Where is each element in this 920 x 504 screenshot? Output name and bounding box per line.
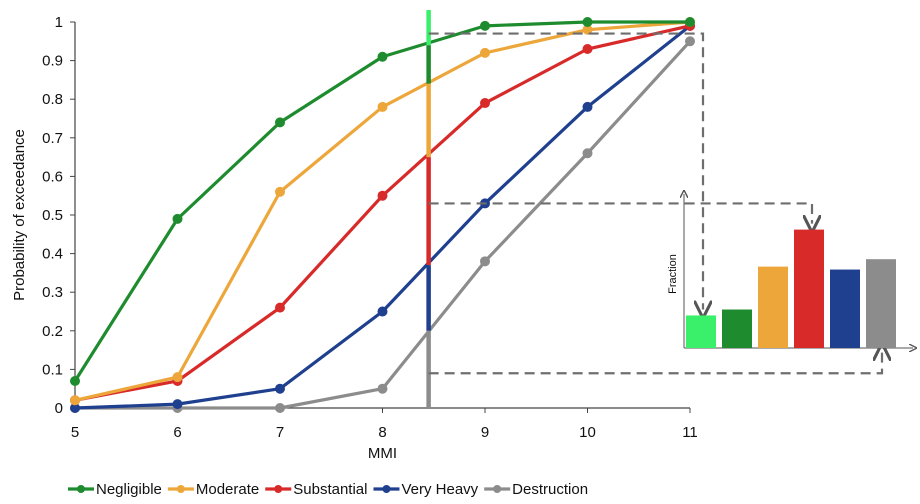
series-destruction	[70, 36, 695, 413]
data-point-negligible	[172, 213, 183, 224]
data-point-negligible	[275, 117, 285, 128]
y-tick-label: 0.8	[42, 91, 63, 108]
data-point-negligible	[582, 17, 593, 27]
legend-label-negligible: Negligible	[96, 481, 162, 498]
x-tick-label: 9	[481, 424, 489, 441]
y-axis-title: Probability of exceedance	[11, 129, 28, 301]
x-tick-label: 8	[378, 424, 386, 441]
legend-item-moderate: Moderate	[167, 481, 259, 498]
data-point-moderate	[582, 24, 593, 35]
data-point-destruction	[480, 256, 490, 267]
data-point-moderate	[172, 372, 183, 383]
legend-marker-negligible	[77, 485, 85, 493]
series-line-negligible	[73, 20, 690, 382]
inset-bar-chart: Fraction	[667, 194, 913, 348]
y-tick-label: 0.4	[42, 246, 63, 263]
series-line-very-heavy	[74, 24, 691, 410]
data-point-negligible	[480, 20, 490, 31]
legend-marker-substantial	[274, 485, 283, 493]
legend-item-negligible: Negligible	[68, 481, 162, 498]
data-point-substantial	[480, 98, 490, 109]
y-tick-label: 0.2	[42, 323, 63, 340]
data-point-very-heavy	[172, 399, 183, 410]
inset-bar	[722, 309, 752, 348]
connector-negligible	[428, 32, 703, 310]
series-negligible	[70, 17, 695, 386]
series-line-moderate	[74, 20, 691, 402]
y-tick-label: 0.1	[42, 361, 63, 378]
data-point-destruction	[582, 148, 593, 159]
data-point-very-heavy	[377, 306, 388, 317]
y-tick-label: 0	[55, 400, 63, 417]
y-tick-label: 1	[55, 14, 63, 31]
inset-bar	[758, 266, 788, 348]
connector-destruction	[428, 352, 882, 375]
inset-bar	[830, 269, 860, 348]
legend-label-destruction: Destruction	[512, 481, 588, 498]
y-tick-label: 0.9	[42, 53, 63, 70]
y-tick-label: 0.6	[42, 168, 63, 185]
data-point-destruction	[275, 403, 285, 413]
data-point-substantial	[275, 302, 285, 313]
series-line-substantial	[74, 24, 691, 402]
legend-marker-destruction	[493, 485, 502, 493]
x-tick-label: 7	[276, 424, 284, 441]
legend-label-substantial: Substantial	[293, 481, 367, 498]
series-substantial	[70, 20, 695, 406]
legend-item-substantial: Substantial	[265, 481, 367, 498]
data-point-very-heavy	[275, 383, 285, 394]
inset-bar	[686, 315, 716, 348]
inset-y-axis-title: Fraction	[667, 254, 679, 294]
connector-lines	[428, 32, 882, 375]
legend: Negligible Moderate Substantial Very Heavy D…	[68, 481, 588, 498]
data-point-negligible	[377, 51, 388, 62]
y-tick-label: 0.5	[42, 207, 63, 224]
data-point-negligible	[70, 375, 80, 386]
legend-marker-very-heavy	[382, 485, 391, 493]
x-tick-label: 10	[579, 424, 596, 441]
x-axis-title: MMI	[368, 445, 397, 462]
data-point-very-heavy	[582, 101, 593, 112]
data-point-very-heavy	[70, 403, 80, 413]
y-tick-label: 0.7	[42, 130, 63, 147]
data-point-moderate	[70, 395, 80, 406]
y-tick-label: 0.3	[42, 284, 63, 301]
legend-label-very-heavy: Very Heavy	[401, 481, 478, 498]
series-very-heavy	[70, 20, 695, 413]
legend-marker-moderate	[176, 485, 185, 493]
series-moderate	[70, 17, 695, 406]
inset-bar	[866, 259, 896, 348]
x-tick-label: 6	[173, 424, 181, 441]
x-tick-label: 11	[682, 424, 698, 441]
legend-item-very-heavy: Very Heavy	[373, 481, 479, 498]
legend-item-destruction: Destruction	[484, 481, 588, 498]
data-point-moderate	[275, 186, 285, 197]
data-point-destruction	[377, 383, 388, 394]
data-point-moderate	[377, 101, 388, 112]
data-point-destruction	[685, 36, 695, 47]
x-tick-label: 5	[71, 424, 79, 441]
data-point-substantial	[377, 190, 388, 201]
legend-label-moderate: Moderate	[196, 481, 259, 498]
data-point-negligible	[685, 17, 695, 27]
data-point-moderate	[480, 47, 490, 58]
data-point-substantial	[582, 44, 593, 55]
series-line-destruction	[75, 40, 692, 410]
axes: 5 6 7 8 9 10 11 0 0.1 0.2 0.3 0.4 0.5 0.6 0.7 0.8 0.9 1	[42, 14, 698, 441]
inset-bar	[794, 229, 824, 348]
series-layer	[70, 17, 695, 413]
